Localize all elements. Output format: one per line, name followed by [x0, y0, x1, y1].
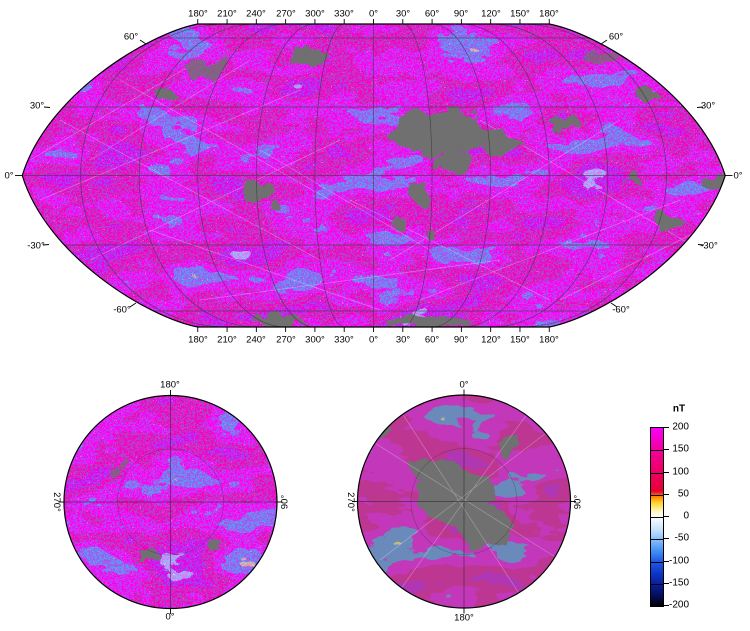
south-track-lines — [369, 409, 561, 596]
colorbar-tick-stub — [663, 560, 669, 562]
colorbar-tick — [651, 472, 663, 474]
lon-label-top: 180° — [188, 7, 208, 19]
colorbar-tick — [651, 517, 663, 518]
lon-label-bottom: 300° — [305, 334, 325, 346]
lon-label-bottom: 30° — [395, 334, 411, 346]
lon-label-top: 0° — [368, 7, 379, 19]
lat-label-left: 0° — [4, 170, 14, 182]
colorbar-tick-label: -100 — [668, 555, 689, 566]
colorbar-tick-stub — [663, 427, 669, 428]
lon-label-bottom: 270° — [276, 334, 296, 346]
lon-label-bottom: 60° — [424, 334, 440, 346]
colorbar-tick-stub — [663, 493, 669, 495]
colorbar-tick-label: -200 — [668, 599, 689, 611]
lon-label-bottom: 0° — [368, 334, 379, 346]
lon-label-top: 210° — [217, 7, 237, 19]
north-polar-label-bottom: 0° — [165, 611, 175, 623]
north-polar-label-top: 180° — [160, 379, 180, 391]
colorbar-tick-label: 0 — [683, 510, 689, 522]
lat-label-left: 60° — [123, 31, 139, 43]
colorbar-tick-stub — [663, 516, 669, 517]
lon-label-top: 120° — [481, 7, 501, 19]
lon-label-top: 330° — [334, 7, 354, 19]
colorbar-tick-stub — [663, 582, 669, 584]
colorbar-tick-label: 200 — [672, 421, 689, 433]
lon-label-bottom: 240° — [246, 334, 266, 346]
north-polar-map — [64, 395, 277, 609]
lon-label-bottom: 210° — [217, 334, 237, 346]
colorbar-tick-label: 50 — [677, 488, 689, 500]
south-polar-map — [357, 395, 571, 608]
colorbar-tick-stub — [663, 605, 669, 606]
south-polar-label-top: 0° — [459, 379, 469, 391]
colorbar-tick-stub — [663, 471, 669, 473]
lon-label-bottom: 90° — [453, 334, 469, 346]
colorbar — [650, 427, 664, 607]
south-polar-label-right: 90° — [572, 494, 584, 509]
south-no-data-patches — [370, 425, 524, 548]
lat-label-left: -60° — [113, 304, 131, 316]
lon-label-top: 180° — [539, 7, 559, 19]
colorbar-tick-label: 150 — [672, 443, 689, 455]
lon-label-top: 30° — [395, 7, 411, 19]
world-frame-ticks — [15, 19, 733, 332]
lat-label-left: 30° — [29, 100, 45, 112]
world-map — [22, 24, 726, 327]
lat-label-right: 30° — [700, 100, 716, 112]
south-polar-label-bottom: 180° — [454, 612, 474, 624]
colorbar-tick — [651, 494, 663, 496]
lon-label-top: 270° — [276, 7, 296, 19]
lat-label-right: -30° — [700, 240, 718, 252]
north-no-data-patches — [113, 465, 223, 562]
north-polar-label-left: 270° — [50, 492, 62, 512]
colorbar-tick — [651, 450, 663, 452]
survey-track-lines — [29, 59, 701, 311]
lat-label-right: 60° — [608, 31, 624, 43]
lat-label-right: 0° — [733, 170, 743, 182]
south-polar-label-left: 270° — [344, 491, 356, 512]
world-anomaly-texture-fine — [22, 24, 726, 327]
lon-label-bottom: 330° — [334, 334, 354, 346]
lon-label-top: 150° — [510, 7, 530, 19]
colorbar-tick — [651, 539, 663, 541]
colorbar-tick — [651, 583, 663, 585]
lon-label-top: 60° — [424, 7, 440, 19]
lat-label-right: -60° — [612, 304, 630, 316]
north-frame-ticks — [58, 390, 283, 614]
colorbar-title: nT — [672, 403, 686, 415]
lon-label-bottom: 150° — [510, 334, 530, 346]
colorbar-tick-label: -150 — [668, 577, 689, 589]
north-graticule — [64, 395, 277, 609]
south-frame-ticks — [352, 389, 576, 614]
colorbar-tick — [651, 561, 663, 563]
colorbar-tick-label: -50 — [674, 532, 689, 544]
south-graticule — [357, 395, 571, 608]
lat-label-left: -30° — [27, 240, 45, 252]
lon-label-top: 240° — [246, 7, 266, 19]
colorbar-tick-label: 100 — [672, 466, 689, 477]
colorbar-tick-stub — [663, 449, 669, 451]
lon-label-bottom: 180° — [188, 334, 208, 346]
colorbar-tick-stub — [663, 538, 669, 540]
no-data-land-patches — [158, 45, 726, 327]
lon-label-bottom: 120° — [481, 334, 501, 346]
lon-label-top: 300° — [305, 7, 325, 19]
lon-label-top: 90° — [453, 7, 469, 19]
north-polar-label-right: 90° — [279, 494, 291, 510]
lon-label-bottom: 180° — [539, 334, 559, 346]
